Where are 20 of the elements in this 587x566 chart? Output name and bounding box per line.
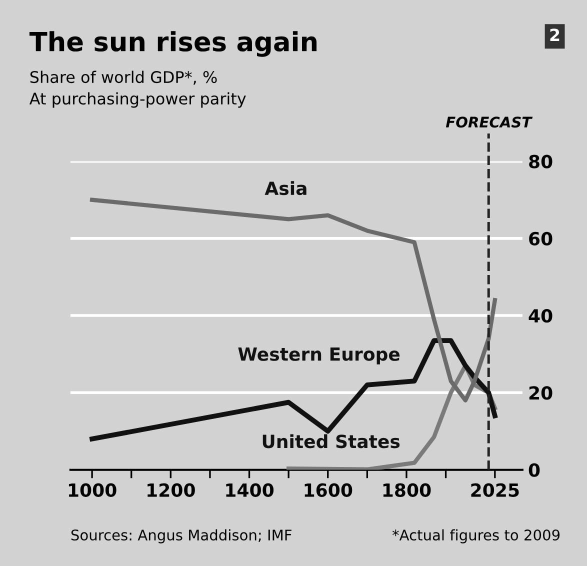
y-tick-label: 0: [528, 463, 540, 477]
chart-title: The sun rises again: [29, 31, 317, 57]
y-tick-label: 60: [529, 232, 552, 246]
chart-subtitle: Share of world GDP*, % At purchasing-power parity: [29, 70, 246, 108]
x-tick-label: 1000: [68, 483, 116, 497]
x-tick-label: 1200: [148, 483, 195, 497]
series-label: Western Europe: [238, 348, 400, 364]
y-tick-label: 40: [528, 309, 552, 323]
x-tick-label: 1800: [383, 483, 431, 497]
source-note: Sources: Angus Maddison; IMF: [71, 529, 292, 544]
ref-line-label: FORECAST: [446, 116, 533, 128]
text: 2: [550, 28, 560, 41]
x-tick-label: 1400: [226, 483, 274, 497]
y-tick-label: 80: [529, 154, 552, 168]
series-label: United States: [262, 434, 400, 448]
y-tick-label: 20: [529, 386, 552, 400]
x-tick-label: 1600: [304, 483, 352, 497]
text: *Actual figures to 2009: [392, 529, 560, 544]
x-tick-label: 2025: [471, 483, 519, 497]
series-label: Asia: [264, 181, 306, 196]
